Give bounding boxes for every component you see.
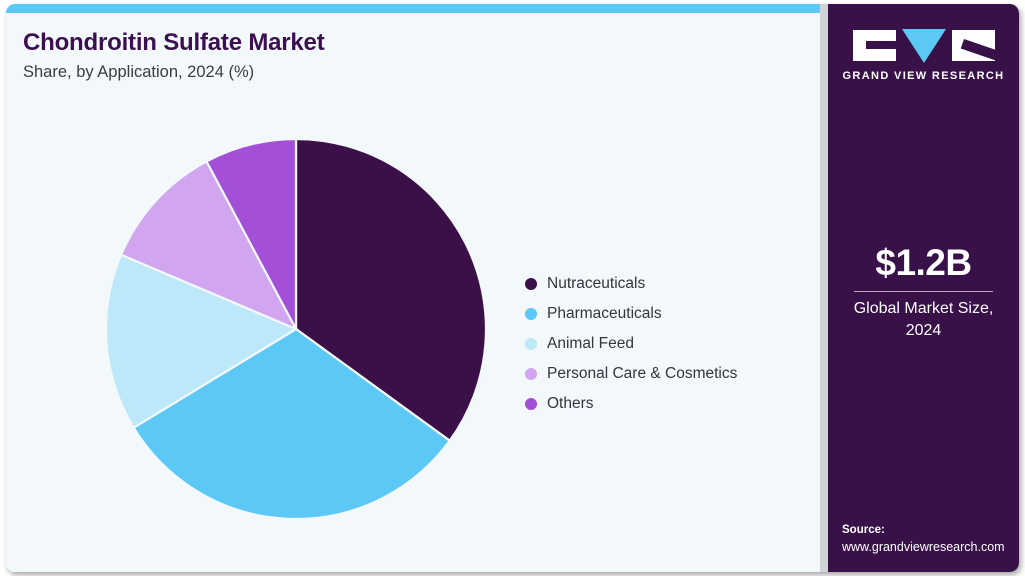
chart-legend: Nutraceuticals Pharmaceuticals Animal Fe… bbox=[525, 269, 737, 419]
pie-chart-svg bbox=[104, 137, 488, 521]
pie-slice[interactable] bbox=[104, 253, 299, 430]
stat-divider bbox=[854, 291, 993, 292]
pie-chart bbox=[103, 136, 489, 522]
infographic-card: Chondroitin Sulfate Market Share, by App… bbox=[6, 4, 1019, 572]
brand-name: GRAND VIEW RESEARCH bbox=[842, 70, 1005, 82]
page-subtitle: Share, by Application, 2024 (%) bbox=[23, 63, 255, 81]
legend-item-others[interactable]: Others bbox=[525, 389, 737, 419]
legend-swatch-icon bbox=[525, 368, 537, 380]
top-accent-bar bbox=[6, 4, 820, 13]
page-title: Chondroitin Sulfate Market bbox=[23, 29, 325, 56]
legend-swatch-icon bbox=[525, 398, 537, 410]
legend-swatch-icon bbox=[525, 308, 537, 320]
legend-swatch-icon bbox=[525, 278, 537, 290]
legend-label: Personal Care & Cosmetics bbox=[547, 365, 738, 382]
source-url[interactable]: www.grandviewresearch.com bbox=[842, 540, 1005, 554]
pie-slice[interactable] bbox=[294, 137, 488, 443]
brand-logo: GRAND VIEW RESEARCH bbox=[828, 28, 1019, 82]
legend-item-personal-care-cosmetics[interactable]: Personal Care & Cosmetics bbox=[525, 359, 737, 389]
r-letter-icon bbox=[951, 30, 995, 61]
legend-item-nutraceuticals[interactable]: Nutraceuticals bbox=[525, 269, 737, 299]
legend-label: Animal Feed bbox=[547, 335, 635, 352]
legend-item-animal-feed[interactable]: Animal Feed bbox=[525, 329, 737, 359]
logo-mark-group bbox=[828, 28, 1019, 63]
pie-slice[interactable] bbox=[205, 137, 298, 330]
chart-content-area: Chondroitin Sulfate Market Share, by App… bbox=[6, 13, 820, 572]
source-label: Source: bbox=[842, 524, 885, 536]
pie-slice[interactable] bbox=[119, 159, 299, 332]
g-letter-icon bbox=[852, 30, 896, 61]
panel-divider bbox=[820, 4, 828, 572]
legend-label: Nutraceuticals bbox=[547, 275, 646, 292]
stat-caption: Global Market Size, 2024 bbox=[853, 300, 994, 339]
stat-value: $1.2B bbox=[875, 242, 972, 283]
market-size-stat: $1.2B Global Market Size, 2024 bbox=[828, 242, 1019, 342]
side-panel: GRAND VIEW RESEARCH $1.2B Global Market … bbox=[828, 4, 1019, 572]
source-block: Source: www.grandviewresearch.com bbox=[842, 522, 1005, 556]
legend-label: Pharmaceuticals bbox=[547, 305, 662, 322]
legend-swatch-icon bbox=[525, 338, 537, 350]
legend-label: Others bbox=[547, 395, 594, 412]
legend-item-pharmaceuticals[interactable]: Pharmaceuticals bbox=[525, 299, 737, 329]
v-triangle-icon bbox=[901, 28, 946, 63]
pie-slice[interactable] bbox=[132, 327, 452, 521]
